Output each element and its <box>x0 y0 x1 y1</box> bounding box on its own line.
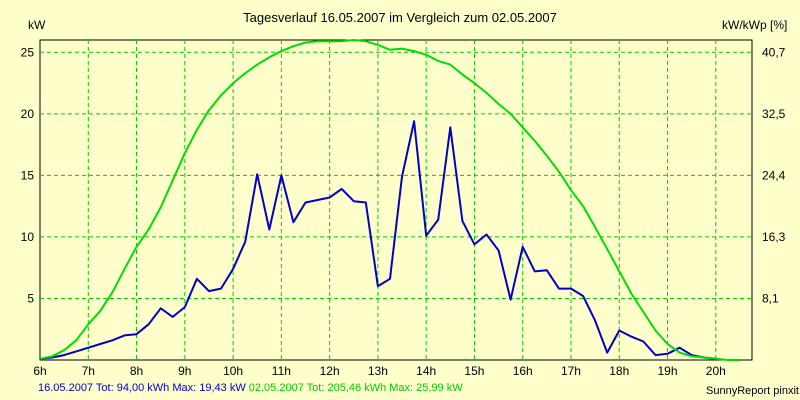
y-tick-label-right: 8,1 <box>762 291 779 305</box>
x-tick-label: 19h <box>658 364 678 378</box>
legend: 16.05.2007 Tot: 94,00 kWh Max: 19,43 kW … <box>38 382 463 394</box>
legend-series-1: 16.05.2007 Tot: 94,00 kWh Max: 19,43 kW <box>38 382 246 394</box>
y-tick-label-left: 25 <box>21 45 35 59</box>
plot-frame <box>39 39 753 361</box>
legend-series-2: 02.05.2007 Tot: 205,46 kWh Max: 25,99 kW <box>248 382 463 394</box>
y-tick-label-left: 15 <box>21 168 35 182</box>
x-tick-label: 18h <box>609 364 629 378</box>
y-axis-right-unit: kW/kWp [%] <box>722 18 788 32</box>
x-tick-label: 14h <box>416 364 436 378</box>
x-tick-label: 15h <box>464 364 484 378</box>
x-tick-label: 17h <box>561 364 581 378</box>
x-tick-label: 20h <box>706 364 726 378</box>
y-tick-label-left: 5 <box>27 291 34 305</box>
y-tick-label-right: 32,5 <box>762 107 786 121</box>
y-axis-left-unit: kW <box>28 18 46 32</box>
y-tick-label-right: 24,4 <box>762 168 786 182</box>
y-tick-label-left: 20 <box>21 107 35 121</box>
credit-text: SunnyReport pinxit <box>706 385 799 397</box>
x-tick-label: 8h <box>130 364 143 378</box>
x-tick-label: 13h <box>368 364 388 378</box>
x-tick-label: 6h <box>33 364 46 378</box>
x-tick-label: 12h <box>320 364 340 378</box>
x-tick-label: 11h <box>272 364 291 378</box>
series-line-1 <box>39 120 716 360</box>
series-line-2 <box>39 39 740 361</box>
y-tick-label-right: 40,7 <box>762 45 786 59</box>
chart-title: Tagesverlauf 16.05.2007 im Vergleich zum… <box>243 10 557 25</box>
x-tick-label: 10h <box>223 364 243 378</box>
x-tick-label: 7h <box>82 364 95 378</box>
x-tick-label: 16h <box>513 364 533 378</box>
x-tick-label: 9h <box>178 364 191 378</box>
y-tick-label-right: 16,3 <box>762 230 786 244</box>
y-tick-label-left: 10 <box>21 230 35 244</box>
